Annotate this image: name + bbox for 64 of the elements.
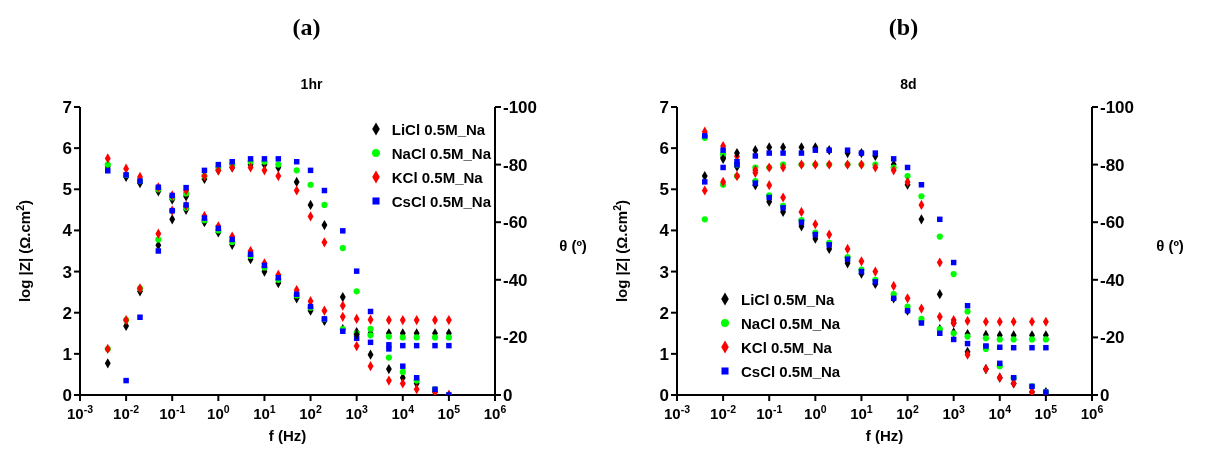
legend-label: CsCl 0.5M_Na [741,362,841,380]
x-axis-title: f (Hz) [865,427,904,444]
y-tick-label: 4 [62,221,73,241]
y-tick-label: 2 [659,303,669,323]
y-tick-label: 5 [659,180,669,200]
x-tick-label: 10$^{-2}$ [710,403,737,422]
x-tick-label: 10$^{-1}$ [159,403,186,422]
chart-title: (b) [887,13,920,42]
y2-tick-label: -40 [1100,270,1125,290]
x-tick-label: 10$^{1}$ [253,403,276,422]
legend-label: KCl 0.5M_Na [741,338,832,356]
x-tick-label: 10$^{5}$ [1034,403,1058,422]
legend-label: CsCl 0.5M_Na [391,192,491,210]
x-tick-label: 10$^{0}$ [207,403,230,422]
x-tick-label: 10$^{2}$ [896,403,919,422]
y-tick-label: 4 [659,221,670,241]
x-tick-label: 10$^{3}$ [345,403,369,422]
y2-tick-label: -60 [1100,213,1125,233]
x-tick-label: 10$^{6}$ [1080,403,1104,422]
y-tick-label: 2 [62,303,72,323]
y-tick-label: 3 [659,262,669,282]
legend-label: LiCl 0.5M_Na [741,290,835,308]
y2-tick-label: -40 [503,270,528,290]
y2-axis-title: θ (º) [559,237,587,254]
y2-tick-label: -80 [1100,155,1125,175]
y-tick-label: 5 [62,180,72,200]
y-tick-label: 7 [659,98,669,118]
y2-tick-label: -80 [503,155,528,175]
y-tick-label: 0 [62,386,72,406]
x-axis-title: f (Hz) [268,427,307,444]
x-tick-label: 10$^{-2}$ [113,403,140,422]
y-tick-label: 7 [62,98,72,118]
legend-label: LiCl 0.5M_Na [391,120,486,138]
y2-tick-label: -20 [503,328,528,348]
y-tick-label: 1 [659,344,669,364]
y-tick-label: 3 [62,262,72,282]
x-tick-label: 10$^{-3}$ [66,403,94,422]
x-tick-label: 10$^{-1}$ [756,403,783,422]
y2-tick-label: -100 [1100,98,1135,118]
y2-tick-label: -100 [503,98,538,118]
x-tick-label: 10$^{4}$ [988,403,1012,422]
y2-tick-label: 0 [1100,386,1110,406]
x-tick-label: 10$^{3}$ [942,403,966,422]
x-tick-label: 10$^{1}$ [850,403,873,422]
y-tick-label: 0 [659,386,669,406]
y2-tick-label: -20 [1100,328,1125,348]
y2-axis-title: θ (º) [1156,237,1184,254]
x-tick-label: 10$^{6}$ [483,403,507,422]
y2-tick-label: -60 [503,213,528,233]
y-tick-label: 6 [659,139,669,159]
x-tick-label: 10$^{2}$ [299,403,322,422]
legend-label: KCl 0.5M_Na [391,168,483,186]
chart-title: (a) [291,13,322,42]
x-tick-label: 10$^{0}$ [804,403,827,422]
legend-label: NaCl 0.5M_Na [741,314,841,332]
x-tick-label: 10$^{5}$ [437,403,461,422]
y2-tick-label: 0 [503,386,513,406]
legend-label: NaCl 0.5M_Na [391,144,491,162]
y-tick-label: 1 [62,344,72,364]
chart-subtitle: 1hr [299,75,324,93]
y-tick-label: 6 [62,139,72,159]
x-tick-label: 10$^{-3}$ [663,403,691,422]
x-tick-label: 10$^{4}$ [391,403,415,422]
chart-subtitle: 8d [899,75,918,93]
